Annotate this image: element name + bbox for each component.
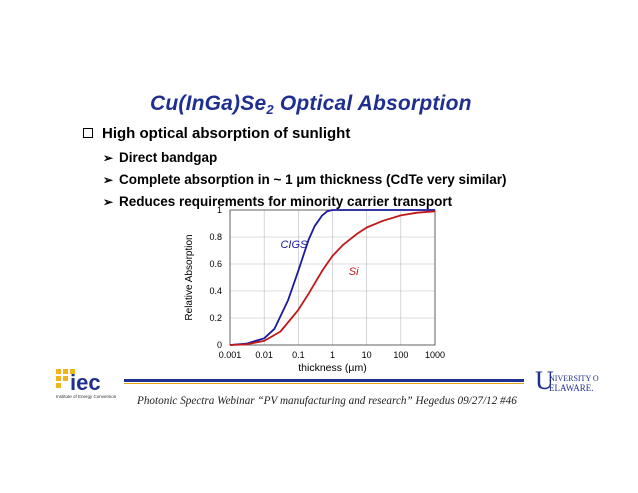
checkbox-bullet-icon: [83, 128, 93, 138]
absorption-chart: 0.001 0.01 0.1 1 10 100 1000 0 0.2 0.4 0.6 0.8 1 CIGS…: [184, 205, 445, 374]
x-axis-label: thickness (µm): [298, 362, 366, 374]
main-bullet-text: High optical absorption of sunlight: [102, 125, 351, 142]
series-label-si: Si: [349, 266, 359, 278]
footer-text: Photonic Spectra Webinar “PV manufacturi…: [137, 395, 517, 407]
y-tick-label: 0.8: [209, 232, 222, 242]
y-tick-label: 1: [217, 205, 222, 215]
iec-logo: iec Institute of Energy Conversion: [56, 365, 118, 406]
svg-text:Institute of Energy Conversion: Institute of Energy Conversion: [56, 394, 117, 399]
series-line-cigs: [229, 209, 435, 346]
arrow-bullet-icon: ➢: [103, 195, 114, 209]
x-tick-label: 0.1: [292, 350, 305, 360]
y-tick-label: 0.6: [209, 259, 222, 269]
y-tick-label: 0: [217, 340, 222, 350]
svg-text:U: U: [535, 366, 554, 395]
svg-text:ELAWARE.: ELAWARE.: [549, 383, 594, 393]
footer-rule-blue: [124, 379, 524, 382]
series-label-cigs: CIGS: [280, 239, 308, 251]
sub-bullet-1: ➢ Direct bandgap: [103, 150, 218, 165]
x-tick-label: 100: [393, 350, 408, 360]
series-line-si: [229, 210, 436, 346]
svg-text:NIVERSITY OF: NIVERSITY OF: [549, 374, 599, 383]
main-bullet: High optical absorption of sunlight: [83, 125, 350, 142]
sub-bullet-2: ➢ Complete absorption in ~ 1 µm thickness…: [103, 172, 507, 187]
x-tick-label: 0.001: [219, 350, 242, 360]
university-of-delaware-logo: U NIVERSITY OF ELAWARE.: [533, 363, 604, 402]
x-tick-label: 1000: [425, 350, 445, 360]
svg-text:iec: iec: [70, 370, 101, 395]
slide-title: Cu(InGa)Se2 Optical Absorption: [150, 92, 472, 117]
footer-rule-gold: [124, 383, 524, 384]
arrow-bullet-icon: ➢: [103, 151, 114, 165]
y-axis-label: Relative Absorption: [184, 234, 195, 320]
y-tick-label: 0.4: [209, 286, 222, 296]
arrow-bullet-icon: ➢: [103, 173, 114, 187]
x-tick-label: 0.01: [255, 350, 273, 360]
sub-bullet-3: ➢ Reduces requirements for minority carri…: [103, 194, 453, 209]
x-tick-label: 10: [362, 350, 372, 360]
x-tick-label: 1: [330, 350, 335, 360]
y-tick-label: 0.2: [209, 313, 222, 323]
